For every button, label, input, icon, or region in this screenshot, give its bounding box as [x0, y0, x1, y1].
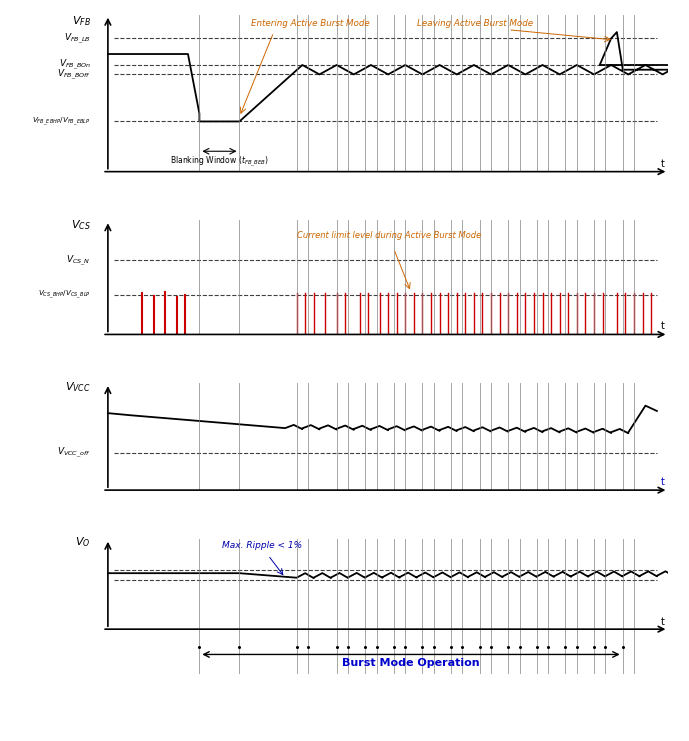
Text: $V_{CS\_N}$: $V_{CS\_N}$ [66, 253, 91, 268]
Text: $V_{FB\_BOn}$: $V_{FB\_BOn}$ [59, 58, 91, 72]
Text: Burst Mode Operation: Burst Mode Operation [342, 659, 480, 668]
Text: t: t [661, 476, 665, 487]
Text: $V_{CS}$: $V_{CS}$ [71, 218, 91, 232]
Text: Blanking Window ($t_{FB\_BEB}$): Blanking Window ($t_{FB\_BEB}$) [170, 155, 269, 169]
Text: $V_{VCC}$: $V_{VCC}$ [65, 381, 91, 394]
Text: Entering Active Burst Mode: Entering Active Burst Mode [251, 19, 369, 28]
Text: t: t [661, 321, 665, 330]
Text: $V_{VCC\_off}$: $V_{VCC\_off}$ [57, 445, 91, 460]
Text: $V_O$: $V_O$ [75, 536, 91, 549]
Text: t: t [661, 159, 665, 169]
Text: $V_{FB\_BOff}$: $V_{FB\_BOff}$ [57, 67, 91, 82]
Text: t: t [661, 617, 665, 627]
Text: Current limit level during Active Burst Mode: Current limit level during Active Burst … [297, 230, 481, 239]
Text: $V_{FB}$: $V_{FB}$ [72, 14, 91, 28]
Text: Max. Ripple < 1%: Max. Ripple < 1% [223, 541, 302, 550]
Text: $V_{FB\_LB}$: $V_{FB\_LB}$ [64, 31, 91, 46]
Text: $V_{CS\_BHP}/V_{CS\_BLP}$: $V_{CS\_BHP}/V_{CS\_BLP}$ [38, 288, 91, 301]
Text: Leaving Active Burst Mode: Leaving Active Burst Mode [417, 19, 533, 28]
Text: $V_{FB\_EBHP}/V_{FB\_EBLP}$: $V_{FB\_EBHP}/V_{FB\_EBLP}$ [32, 116, 91, 127]
